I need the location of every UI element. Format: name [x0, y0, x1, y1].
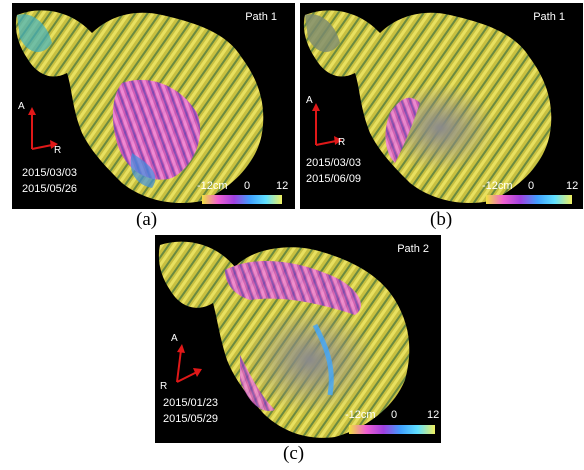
scale-min: -12cm	[482, 180, 513, 192]
date-start: 2015/03/03	[22, 167, 78, 179]
azimuth-label: A	[18, 101, 25, 112]
caption-a: (a)	[136, 209, 158, 230]
caption-b: (b)	[430, 209, 453, 230]
date-end: 2015/05/29	[163, 413, 219, 425]
date-pair: 2015/03/03 2015/05/26	[22, 165, 77, 197]
look-direction-arrows	[176, 344, 202, 383]
panel-b: Path 1 A R 2015/03/03 2015/06/09 -12cm 0…	[300, 3, 583, 209]
scale-min: -12cm	[345, 409, 376, 421]
scale-max: 12	[566, 180, 579, 192]
date-start: 2015/01/23	[163, 397, 219, 409]
range-label: R	[54, 145, 62, 156]
azimuth-label: A	[171, 333, 178, 344]
terrain-map-c	[158, 241, 410, 438]
look-direction-arrows	[312, 103, 342, 146]
look-direction-arrows	[28, 107, 58, 150]
scale-min: -12cm	[197, 180, 228, 192]
scale-mid: 0	[244, 180, 251, 192]
colorbar	[486, 195, 572, 204]
path-label: Path 2	[397, 243, 429, 255]
date-end: 2015/05/26	[22, 183, 78, 195]
terrain-map-a	[15, 10, 264, 203]
terrain-map-b	[303, 10, 552, 203]
date-end: 2015/06/09	[306, 173, 362, 185]
panel-c: Path 2 A R 2015/01/23 2015/05/29 -12cm 0…	[155, 235, 441, 443]
colorbar	[349, 425, 435, 434]
path-label: Path 1	[245, 11, 277, 23]
scale-max: 12	[276, 180, 289, 192]
date-pair: 2015/03/03 2015/06/09	[306, 155, 361, 187]
date-start: 2015/03/03	[306, 157, 362, 169]
panel-a: Path 1 A R 2015/03/03 2015/05/26 -12cm 0…	[12, 3, 295, 209]
path-label: Path 1	[533, 11, 565, 23]
colorbar	[202, 195, 282, 204]
range-label: R	[338, 137, 346, 148]
scale-mid: 0	[528, 180, 535, 192]
scale-mid: 0	[391, 409, 398, 421]
range-label: R	[160, 381, 168, 392]
scale-max: 12	[427, 409, 440, 421]
date-pair: 2015/01/23 2015/05/29	[163, 395, 218, 427]
caption-c: (c)	[283, 443, 305, 464]
azimuth-label: A	[306, 95, 313, 106]
